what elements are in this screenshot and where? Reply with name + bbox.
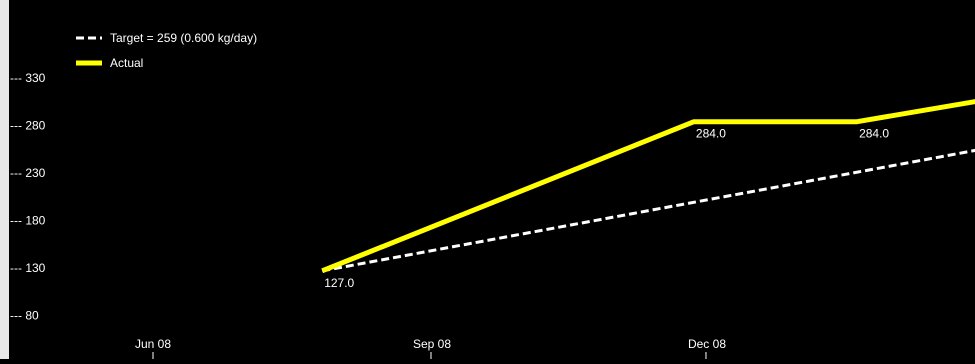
actual-point-label-2: 284.0: [696, 127, 726, 141]
x-tick-label-2: Sep 08: [413, 337, 451, 351]
y-tick-label-130: --- 130: [10, 261, 46, 275]
legend-label-target: Target = 259 (0.600 kg/day): [110, 31, 257, 45]
actual-point-label-3: 284.0: [859, 127, 889, 141]
target-series-line: [321, 148, 975, 273]
y-tick-label-330: --- 330: [10, 71, 46, 85]
x-tick-label-1: Jun 08: [135, 337, 171, 351]
x-tick-label-3: Dec 08: [688, 337, 726, 351]
actual-series-line: [321, 99, 975, 274]
y-tick-label-180: --- 180: [10, 214, 46, 228]
actual-point-label-1: 127.0: [324, 276, 354, 290]
window-edge: [0, 0, 9, 359]
y-tick-label-80: --- 80: [10, 309, 39, 323]
y-tick-label-230: --- 230: [10, 166, 46, 180]
legend-label-actual: Actual: [110, 56, 143, 70]
y-tick-label-280: --- 280: [10, 119, 46, 133]
